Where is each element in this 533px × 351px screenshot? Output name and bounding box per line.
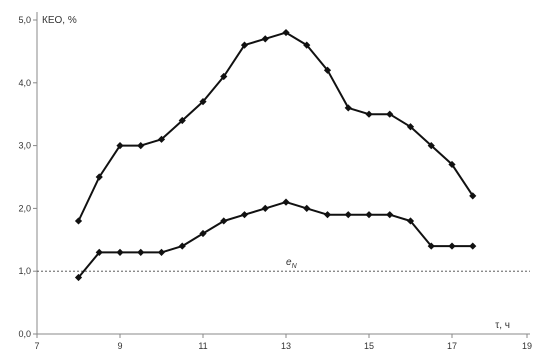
data-point	[137, 248, 145, 256]
data-point	[323, 211, 332, 219]
data-point	[469, 242, 477, 250]
data-point	[406, 123, 415, 131]
data-point	[178, 242, 186, 250]
data-point	[137, 142, 145, 150]
reference-label-subscript: N	[292, 263, 298, 270]
data-point	[303, 204, 311, 212]
series-1	[74, 28, 477, 225]
data-point	[95, 173, 103, 181]
data-point	[303, 41, 311, 49]
data-point	[261, 204, 269, 212]
data-point	[220, 72, 228, 81]
data-point	[74, 217, 83, 225]
y-axis-title: КЕО, %	[42, 15, 77, 26]
x-tick-label: 19	[522, 341, 532, 351]
data-point	[448, 160, 456, 169]
data-point	[199, 229, 207, 238]
data-point	[178, 116, 186, 125]
data-point	[199, 98, 207, 106]
y-tick-label: 3,0	[18, 141, 31, 151]
data-point	[365, 211, 373, 219]
data-point	[282, 28, 290, 37]
series-line	[77, 201, 473, 279]
x-axis-title: τ, ч	[495, 320, 510, 331]
x-tick-label: 17	[447, 341, 457, 351]
data-point	[406, 217, 415, 225]
data-point	[344, 211, 352, 219]
data-point	[74, 273, 83, 282]
x-ticks: 7 9 11 13 15 17 19	[34, 334, 532, 351]
data-point	[344, 104, 352, 112]
data-point	[427, 142, 435, 150]
data-point	[365, 110, 373, 118]
axes	[36, 12, 530, 335]
data-point	[427, 242, 435, 250]
data-point	[240, 211, 249, 219]
data-point	[448, 242, 456, 250]
data-point	[261, 35, 269, 43]
x-tick-label: 11	[198, 341, 207, 351]
y-tick-label: 0,0	[18, 329, 31, 339]
data-point	[116, 248, 124, 256]
data-point	[282, 198, 290, 206]
x-tick-label: 9	[117, 341, 122, 351]
y-tick-label: 2,0	[18, 203, 31, 213]
series-line	[77, 31, 474, 222]
series-2	[74, 198, 477, 282]
data-point	[386, 211, 394, 219]
data-point	[116, 142, 124, 150]
reference-label-main: e	[286, 257, 292, 268]
data-point	[323, 66, 332, 74]
data-point	[157, 135, 166, 143]
data-point	[240, 41, 249, 49]
y-ticks: 0,0 1,0 2,0 3,0 4,0 5,0	[18, 15, 37, 339]
y-tick-label: 4,0	[18, 78, 31, 88]
reference-line-group: eN	[37, 257, 530, 272]
data-point	[157, 248, 166, 256]
x-tick-label: 15	[364, 341, 374, 351]
reference-line-label: eN	[286, 257, 298, 270]
data-point	[386, 110, 394, 118]
data-point	[95, 248, 103, 256]
y-tick-label: 1,0	[18, 266, 31, 276]
y-tick-label: 5,0	[18, 15, 31, 25]
series-layer	[74, 28, 477, 282]
data-point	[469, 192, 477, 200]
x-tick-label: 13	[281, 341, 291, 351]
x-tick-label: 7	[34, 341, 39, 351]
data-point	[220, 217, 228, 225]
